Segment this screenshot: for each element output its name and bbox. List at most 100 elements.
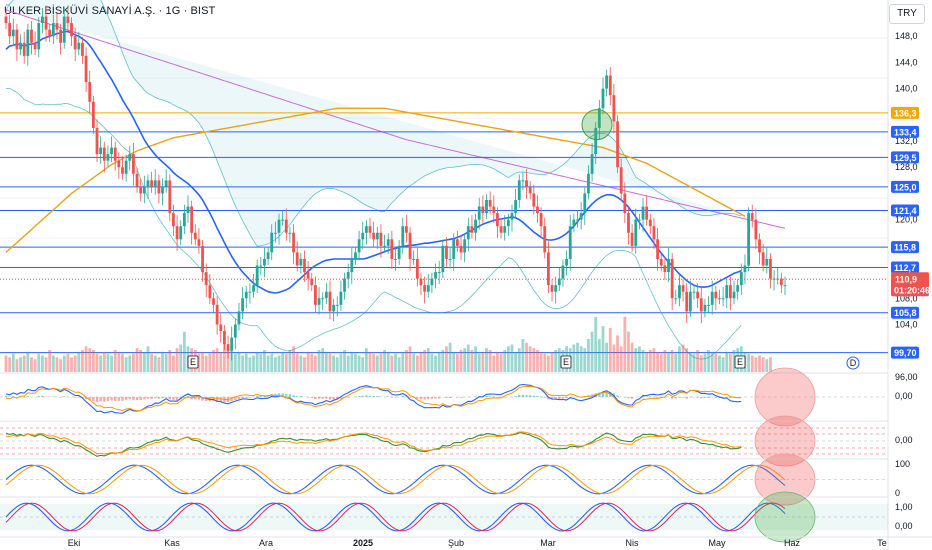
candle-body xyxy=(561,265,565,279)
candle-body xyxy=(445,245,448,259)
y-axis-tick: 128,0 xyxy=(895,162,918,172)
volume-bar xyxy=(448,342,452,372)
candle-body xyxy=(696,291,700,299)
volume-bar xyxy=(233,353,237,372)
candle-body xyxy=(8,23,12,37)
candle-body xyxy=(339,291,343,305)
candle-body xyxy=(747,213,750,266)
volume-bar xyxy=(769,357,772,372)
macd-histogram-bar xyxy=(565,397,568,399)
volume-bar xyxy=(310,353,314,372)
candle-body xyxy=(37,23,41,50)
candle-body xyxy=(204,272,208,286)
macd-histogram-bar xyxy=(714,397,718,398)
candle-body xyxy=(452,239,456,259)
volume-bar xyxy=(230,350,234,372)
candle-body xyxy=(77,42,81,50)
volume-bar xyxy=(30,357,33,372)
y-axis-tick: 144,0 xyxy=(895,57,918,67)
macd-histogram-bar xyxy=(59,397,62,398)
level-tag-bg xyxy=(891,180,919,193)
y-axis-tick: 104,0 xyxy=(895,319,918,329)
macd-histogram-bar xyxy=(146,397,150,399)
candle-body xyxy=(565,258,568,266)
candle-body xyxy=(710,291,714,305)
volume-bar xyxy=(368,351,372,372)
volume-bar xyxy=(172,355,175,372)
bollinger-fill xyxy=(6,0,742,247)
macd-histogram-bar xyxy=(423,397,426,400)
candle-body xyxy=(779,278,783,286)
macd-histogram-bar xyxy=(627,397,630,399)
volume-bar xyxy=(477,353,481,372)
macd-histogram-bar xyxy=(707,397,710,398)
candle-body xyxy=(394,258,397,260)
indicator-axis-label: 0 xyxy=(895,488,900,498)
currency-selector[interactable]: TRY xyxy=(889,4,925,24)
candle-body xyxy=(19,42,22,50)
volume-bar xyxy=(150,353,154,372)
indicator-highlight xyxy=(754,415,816,467)
macd-histogram-bar xyxy=(554,397,557,400)
indicator-line-signal xyxy=(5,502,786,532)
y-axis-tick: 120,0 xyxy=(895,215,918,225)
volume-bar xyxy=(255,351,259,372)
macd-histogram-bar xyxy=(106,397,110,402)
macd-histogram-bar xyxy=(263,395,266,397)
macd-histogram-bar xyxy=(197,397,201,400)
candle-body xyxy=(255,265,259,286)
macd-histogram-bar xyxy=(645,396,648,397)
macd-histogram-bar xyxy=(230,397,233,402)
candle-body xyxy=(572,219,576,227)
candle-body xyxy=(743,265,747,273)
candle-body xyxy=(437,272,441,274)
macd-histogram-bar xyxy=(416,397,419,399)
candle-body xyxy=(783,285,787,287)
volume-bar xyxy=(335,357,339,372)
candle-body xyxy=(499,226,503,233)
candle-body xyxy=(725,285,729,299)
macd-histogram-bar xyxy=(405,396,408,397)
candle-body xyxy=(164,180,168,187)
volume-bar xyxy=(88,348,92,372)
macd-histogram-bar xyxy=(128,397,131,400)
volume-bar xyxy=(364,348,368,372)
volume-bar xyxy=(517,348,521,372)
macd-histogram-bar xyxy=(525,395,528,397)
candle-body xyxy=(66,16,70,24)
volume-bar xyxy=(110,355,113,372)
candle-body xyxy=(361,232,365,240)
last-price-tag-bg xyxy=(891,272,929,297)
volume-bar xyxy=(241,355,245,372)
volume-bar xyxy=(525,342,528,372)
macd-histogram-bar xyxy=(427,397,430,400)
macd-histogram-bar xyxy=(288,394,292,397)
candle-body xyxy=(226,344,230,351)
candle-body xyxy=(321,298,325,300)
candle-body xyxy=(332,304,336,312)
candle-body xyxy=(463,239,467,253)
candle-body xyxy=(619,167,623,194)
candle-body xyxy=(95,127,99,155)
volume-bar xyxy=(616,335,619,372)
macd-histogram-bar xyxy=(357,396,361,397)
volume-bar xyxy=(455,353,459,372)
candle-body xyxy=(55,23,59,30)
candle-body xyxy=(310,278,314,286)
macd-histogram-bar xyxy=(488,396,492,397)
volume-bar xyxy=(536,350,539,372)
macd-histogram-bar xyxy=(139,397,142,401)
candle-body xyxy=(758,239,761,253)
volume-bar xyxy=(26,351,30,372)
volume-bar xyxy=(539,351,543,372)
candle-body xyxy=(648,219,652,227)
candle-body xyxy=(357,239,361,253)
volume-bar xyxy=(619,346,623,372)
candle-body xyxy=(583,193,587,214)
volume-bar xyxy=(314,355,317,372)
macd-histogram-bar xyxy=(292,395,295,397)
candle-body xyxy=(521,180,525,182)
candle-body xyxy=(681,285,685,292)
macd-histogram-bar xyxy=(150,397,153,399)
